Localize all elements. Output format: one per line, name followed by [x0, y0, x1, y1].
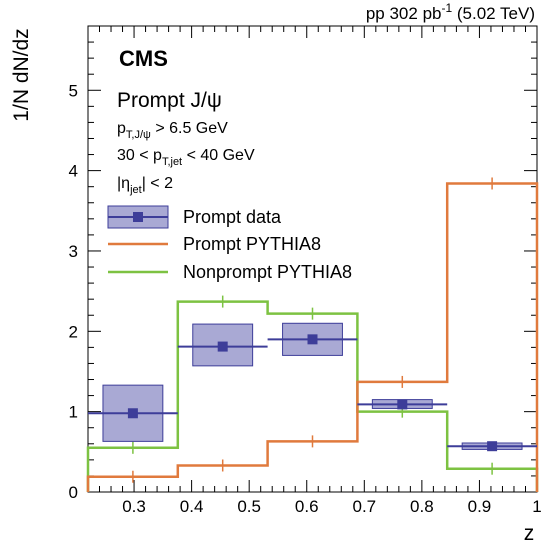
data-point [307, 334, 318, 345]
data-point [397, 399, 408, 410]
y-axis-title: 1/N dN/dz [10, 28, 33, 121]
x-tick-label: 0.7 [352, 497, 376, 516]
y-tick-label: 3 [69, 242, 78, 261]
data-point [217, 341, 228, 352]
legend-marker-prompt-data [133, 212, 143, 222]
cms-label: CMS [119, 46, 168, 71]
annotation-eta: |ηjet| < 2 [117, 175, 173, 196]
series-layer [86, 177, 539, 492]
y-tick-label: 0 [69, 483, 78, 502]
y-tick-label: 4 [69, 162, 78, 181]
x-tick-label: 1 [532, 497, 541, 516]
x-tick-label: 0.5 [237, 497, 261, 516]
legend-entry-nonprompt-pythia: Nonprompt PYTHIA8 [108, 262, 352, 282]
x-tick-label: 0.8 [410, 497, 434, 516]
legend-entry-prompt-data: Prompt data [107, 205, 282, 229]
legend-label-prompt-data: Prompt data [183, 207, 282, 227]
y-tick-label: 1 [69, 403, 78, 422]
annotation-pt-cut: pT,J/ψ > 6.5 GeV [117, 120, 228, 141]
lumi-header: pp 302 pb-1 (5.02 TeV) [366, 1, 535, 23]
legend-label-prompt-pythia: Prompt PYTHIA8 [183, 234, 321, 254]
x-tick-label: 0.3 [122, 497, 146, 516]
x-tick-label: 0.6 [295, 497, 319, 516]
x-tick-label: 0.9 [468, 497, 492, 516]
legend: Prompt data Prompt PYTHIA8 Nonprompt PYT… [107, 205, 352, 282]
y-tick-label: 2 [69, 322, 78, 341]
legend-entry-prompt-pythia: Prompt PYTHIA8 [108, 234, 321, 254]
annotation-title: Prompt J/ψ [117, 89, 222, 112]
legend-label-nonprompt-pythia: Nonprompt PYTHIA8 [183, 262, 352, 282]
x-tick-label: 0.4 [180, 497, 204, 516]
annotation-jet-pt: 30 < pT,jet < 40 GeV [117, 147, 255, 168]
axis-ticks: 0.3 0.4 0.5 0.6 0.7 0.8 0.9 1 0 1 2 3 4 5 [69, 26, 541, 516]
y-tick-label: 5 [69, 81, 78, 100]
data-point [487, 441, 498, 452]
x-axis-title: z [524, 522, 535, 545]
data-point [127, 408, 138, 419]
